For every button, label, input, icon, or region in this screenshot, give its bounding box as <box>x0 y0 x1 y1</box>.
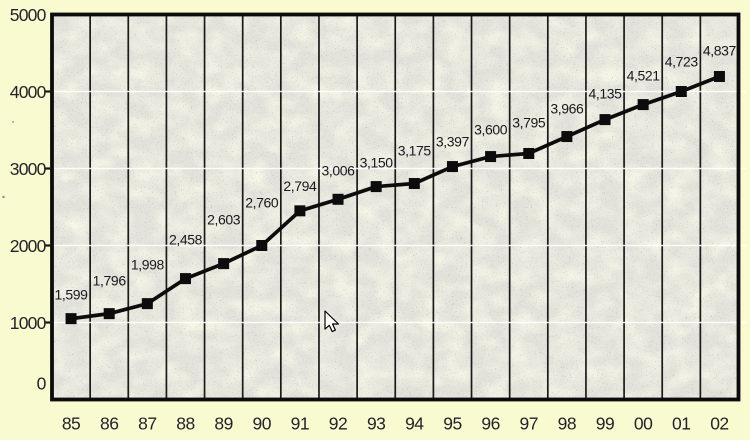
x-tick-label: 85 <box>62 414 80 434</box>
mouse-cursor-icon <box>324 310 339 333</box>
data-point-marker <box>485 151 497 163</box>
scan-speck <box>2 195 5 199</box>
data-point-marker <box>332 193 344 205</box>
data-point-marker <box>713 70 725 82</box>
x-tick-label: 95 <box>443 414 461 434</box>
x-tick-label: 01 <box>672 414 690 434</box>
data-point-marker <box>446 161 458 173</box>
x-tick-label: 00 <box>634 414 653 434</box>
data-point-label: 3,150 <box>360 155 394 171</box>
data-point-marker <box>561 131 573 143</box>
x-tick-label: 89 <box>214 414 232 434</box>
data-point-label: 3,600 <box>474 122 508 138</box>
data-point-label: 4,521 <box>627 68 661 84</box>
x-tick-label: 96 <box>481 414 499 434</box>
data-point-marker <box>218 258 230 270</box>
x-tick-label: 99 <box>596 414 614 434</box>
data-point-marker <box>65 313 77 325</box>
data-point-marker <box>141 298 153 310</box>
horizontal-white-gridlines <box>52 90 746 324</box>
y-tick-label: 5000 <box>10 5 47 25</box>
data-point-marker <box>637 99 649 111</box>
data-point-label: 1,599 <box>55 287 89 303</box>
x-tick-label: 86 <box>100 414 118 434</box>
data-point-label: 1,998 <box>131 257 165 273</box>
x-axis-labels: 85 86 87 88 89 90 91 92 93 94 95 96 97 98 99 00 01 02 <box>62 414 729 434</box>
data-point-label: 3,006 <box>322 162 356 178</box>
x-tick-label: 87 <box>138 414 156 434</box>
plot-frame <box>50 12 741 402</box>
x-tick-label: 92 <box>329 414 347 434</box>
data-line <box>70 74 721 321</box>
data-point-label: 3,397 <box>436 134 470 150</box>
data-point-label: 2,603 <box>207 212 241 228</box>
scan-speck <box>11 120 15 124</box>
x-tick-label: 93 <box>367 414 385 434</box>
data-point-label: 2,760 <box>245 195 279 211</box>
vertical-gridlines <box>89 14 702 400</box>
y-tick-label: 1000 <box>10 313 47 333</box>
data-point-label: 4,135 <box>588 86 622 102</box>
data-point-label: 3,966 <box>550 101 584 117</box>
data-point-marker <box>370 181 382 193</box>
y-tick-label: 2000 <box>10 236 47 256</box>
data-point-marker <box>294 205 306 217</box>
x-tick-label: 97 <box>520 414 538 434</box>
data-point-label: 2,458 <box>169 232 203 248</box>
x-tick-label: 91 <box>291 414 309 434</box>
data-point-marker <box>103 308 115 320</box>
data-point-label: 2,794 <box>283 178 317 194</box>
data-point-label: 3,175 <box>398 143 432 159</box>
y-tick-label: 3000 <box>10 159 47 179</box>
y-tick-label: 0 <box>37 374 47 394</box>
x-tick-label: 88 <box>176 414 194 434</box>
x-tick-label: 02 <box>710 414 728 434</box>
data-point-marker <box>179 273 191 285</box>
data-point-marker <box>523 147 535 159</box>
data-point-marker <box>599 114 611 126</box>
data-point-marker <box>256 240 268 251</box>
y-axis-ticks <box>45 90 53 324</box>
data-point-marker <box>408 178 420 190</box>
y-axis-labels: 5000 4000 3000 2000 1000 0 <box>10 5 48 394</box>
x-tick-label: 98 <box>558 414 576 434</box>
data-series <box>65 70 725 325</box>
data-point-label: 4,723 <box>665 54 699 70</box>
data-point-marker <box>675 86 687 97</box>
data-point-label: 1,796 <box>93 273 127 289</box>
y-tick-label: 4000 <box>10 82 47 102</box>
x-tick-label: 90 <box>253 414 272 434</box>
data-point-label: 3,795 <box>512 114 546 130</box>
x-tick-label: 94 <box>405 414 424 434</box>
data-point-label: 4,837 <box>703 42 737 58</box>
